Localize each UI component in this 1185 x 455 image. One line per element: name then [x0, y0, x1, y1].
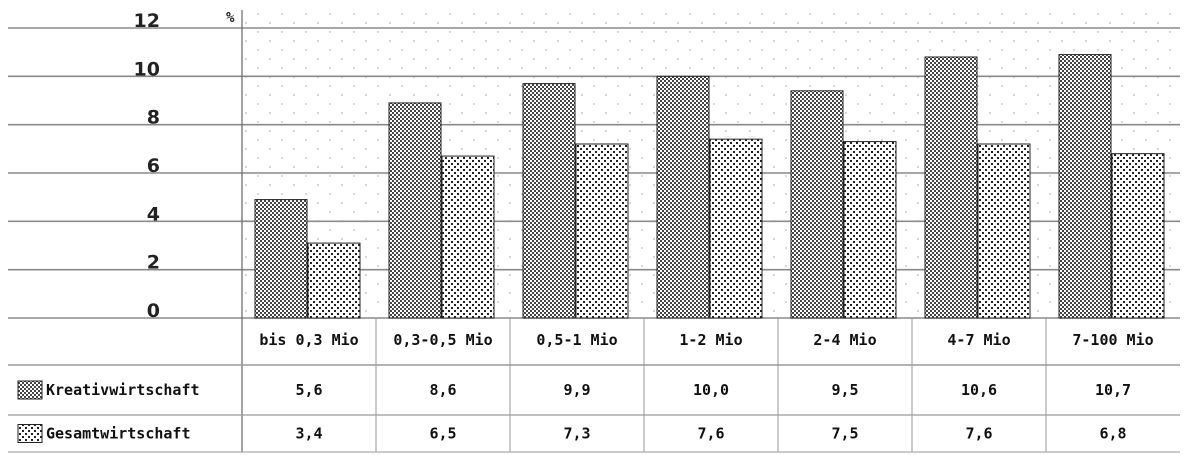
bar-gesamtwirtschaft-6: [977, 143, 1031, 319]
table-value: 10,0: [693, 381, 729, 399]
bar-gesamtwirtschaft-4: [709, 138, 763, 319]
category-label: 0,5-1 Mio: [536, 331, 617, 349]
y-tick-label: 10: [134, 58, 160, 80]
table-value: 10,7: [1095, 381, 1131, 399]
table-value: 5,6: [295, 381, 322, 399]
y-tick-label: 8: [147, 107, 160, 129]
category-label: 4-7 Mio: [947, 331, 1010, 349]
legend-label: Kreativwirtschaft: [46, 381, 200, 399]
category-label: 2-4 Mio: [813, 331, 876, 349]
table-value: 3,4: [295, 425, 322, 443]
bar-kreativwirtschaft-6: [924, 56, 978, 319]
table-value: 8,6: [429, 381, 456, 399]
category-label: 7-100 Mio: [1072, 331, 1153, 349]
bars: [254, 54, 1165, 319]
table-value: 7,5: [831, 425, 858, 443]
table-value: 7,3: [563, 425, 590, 443]
y-tick-label: 6: [147, 155, 160, 177]
bar-gesamtwirtschaft-1: [307, 242, 361, 319]
bar-kreativwirtschaft-3: [522, 83, 576, 319]
table-value: 9,5: [831, 381, 858, 399]
y-axis: 0 2 4 6 8 10 12: [134, 10, 160, 322]
y-tick-label: 4: [147, 203, 160, 225]
table-value: 9,9: [563, 381, 590, 399]
bar-kreativwirtschaft-5: [790, 90, 844, 319]
bar-kreativwirtschaft-7: [1058, 54, 1112, 319]
y-unit-label: %: [226, 10, 235, 26]
category-label: 1-2 Mio: [679, 331, 742, 349]
category-label: bis 0,3 Mio: [259, 331, 358, 349]
y-tick-label: 0: [147, 300, 160, 322]
category-label: 0,3-0,5 Mio: [393, 331, 492, 349]
y-tick-label: 2: [147, 252, 160, 274]
bar-kreativwirtschaft-2: [388, 102, 442, 319]
bar-gesamtwirtschaft-7: [1111, 153, 1165, 319]
table-value: 7,6: [697, 425, 724, 443]
table-value: 10,6: [961, 381, 997, 399]
table-value: 7,6: [965, 425, 992, 443]
y-tick-label: 12: [134, 10, 160, 32]
bar-gesamtwirtschaft-2: [441, 155, 495, 319]
legend-swatch-gesamtwirtschaft: [17, 424, 43, 443]
legend-label: Gesamtwirtschaft: [46, 425, 191, 443]
bar-kreativwirtschaft-1: [254, 199, 308, 319]
legend-swatch-kreativwirtschaft: [17, 380, 43, 400]
data-table: bis 0,3 Mio 0,3-0,5 Mio 0,5-1 Mio 1-2 Mio 2-…: [8, 318, 1180, 453]
table-value: 6,5: [429, 425, 456, 443]
bar-gesamtwirtschaft-3: [575, 143, 629, 319]
bar-gesamtwirtschaft-5: [843, 141, 897, 319]
table-value: 6,8: [1099, 425, 1126, 443]
bar-kreativwirtschaft-4: [656, 75, 710, 319]
